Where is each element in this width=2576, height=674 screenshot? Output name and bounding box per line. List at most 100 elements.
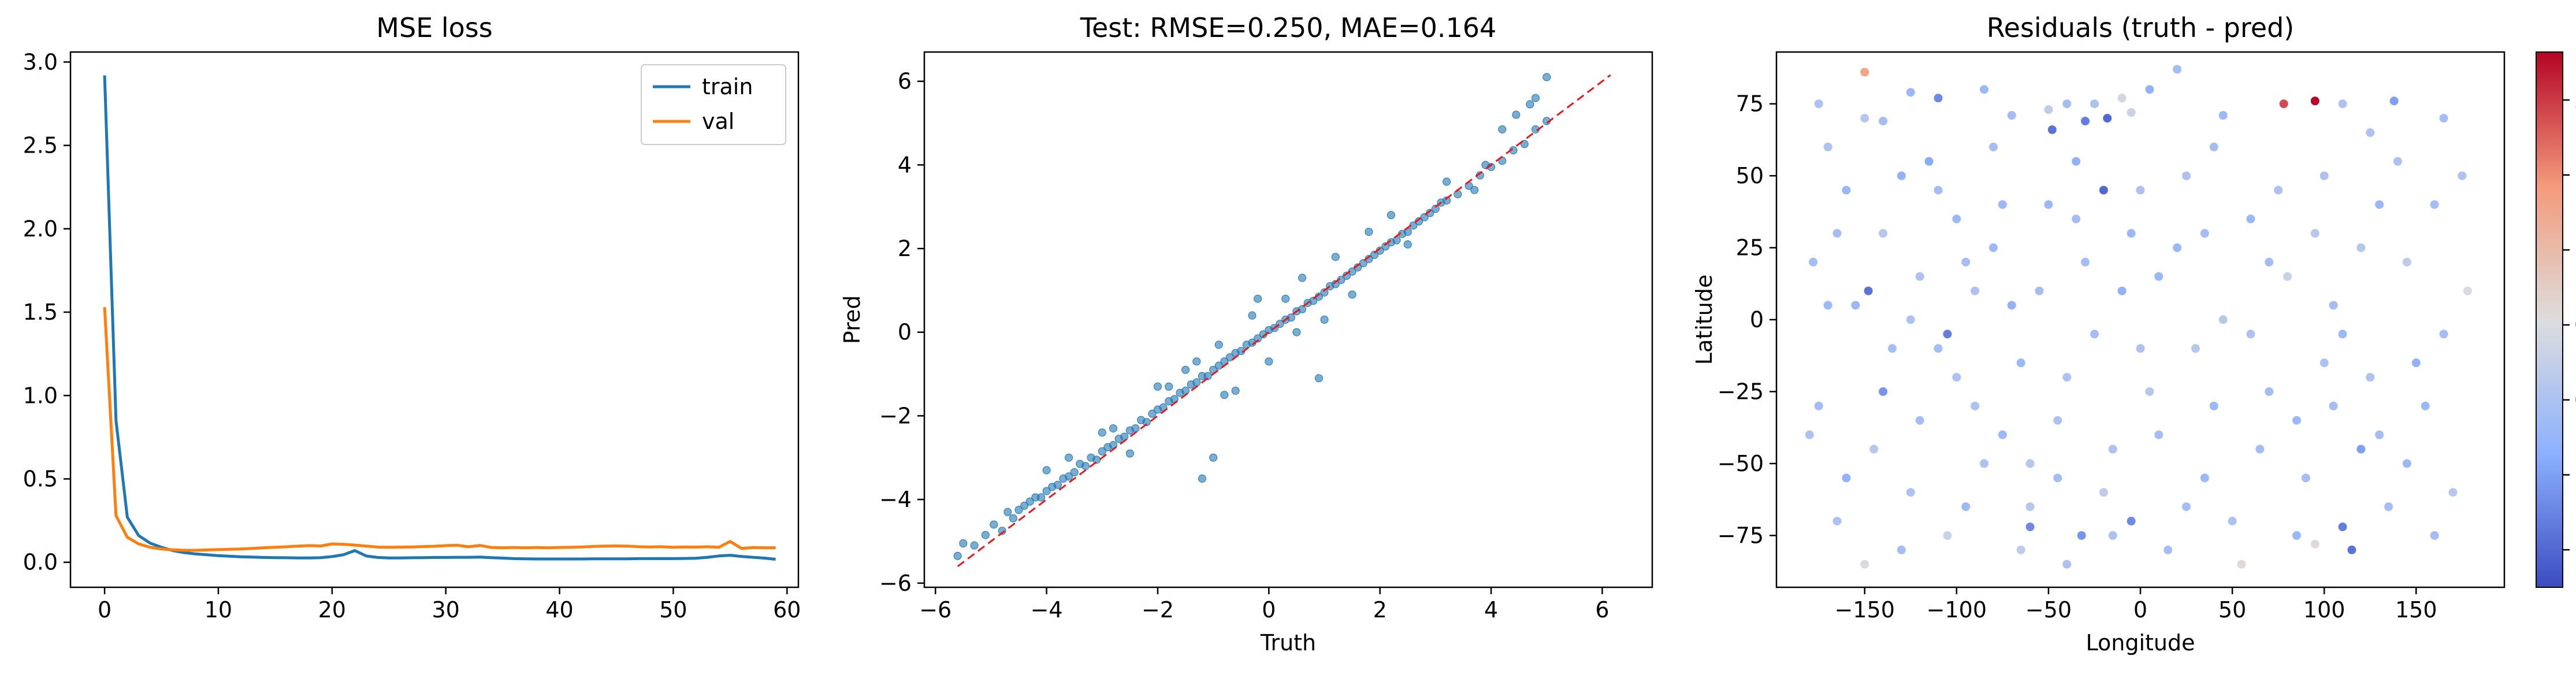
scatter-point bbox=[1292, 328, 1301, 336]
residual-point bbox=[1842, 473, 1851, 483]
y-tick-label: 0.5 bbox=[23, 466, 58, 491]
x-tick-label: −4 bbox=[1031, 597, 1063, 623]
residual-point bbox=[2411, 358, 2421, 368]
colorbar-tick-label: 1.5 bbox=[2574, 162, 2576, 188]
scatter-point bbox=[1181, 365, 1190, 374]
scatter-point bbox=[1065, 453, 1073, 462]
scatter-point bbox=[1020, 501, 1029, 510]
scatter-point bbox=[1109, 424, 1118, 433]
residual-x-label: Longitude bbox=[2086, 630, 2195, 656]
x-tick-label: 100 bbox=[2303, 597, 2345, 623]
residual-point bbox=[2402, 257, 2411, 266]
residual-point bbox=[1805, 430, 1814, 439]
residual-point bbox=[2329, 401, 2338, 410]
scatter-point bbox=[1070, 468, 1079, 477]
residual-point bbox=[2145, 85, 2154, 94]
scatter-point bbox=[1381, 242, 1390, 251]
x-tick-label: 50 bbox=[659, 597, 687, 623]
residual-point bbox=[1860, 560, 1869, 569]
scatter-point bbox=[1443, 177, 1451, 186]
residual-chart-frame bbox=[1775, 51, 2506, 588]
residual-point bbox=[2025, 522, 2035, 531]
residual-point bbox=[2338, 329, 2347, 339]
scatter-point bbox=[1042, 466, 1051, 475]
scatter-point bbox=[1298, 273, 1307, 282]
residual-point bbox=[1897, 171, 1906, 180]
residual-point bbox=[2053, 416, 2062, 425]
scatter-point bbox=[953, 551, 962, 560]
residual-point bbox=[2375, 200, 2384, 209]
residual-point bbox=[2218, 111, 2228, 120]
residual-point bbox=[1879, 229, 1888, 238]
residual-point bbox=[1988, 243, 1998, 253]
residual-point bbox=[2182, 171, 2191, 180]
residual-point bbox=[2182, 502, 2191, 512]
y-tick-label: 0 bbox=[898, 320, 912, 345]
residual-point bbox=[2209, 401, 2218, 410]
residual-point bbox=[2035, 286, 2044, 295]
residual-point bbox=[2173, 65, 2182, 74]
scatter-point bbox=[1314, 374, 1323, 383]
residual-point bbox=[2200, 473, 2209, 483]
scatter-point bbox=[1526, 100, 1534, 109]
scatter-point bbox=[1065, 472, 1073, 481]
x-tick-label: 2 bbox=[1373, 597, 1387, 623]
x-tick-label: 0 bbox=[1262, 597, 1276, 623]
scatter-point bbox=[959, 539, 968, 548]
parity-chart-title: Test: RMSE=0.250, MAE=0.164 bbox=[1080, 12, 1497, 43]
colorbar-tick-label: 0.5 bbox=[2574, 312, 2576, 338]
scatter-point bbox=[1392, 236, 1401, 245]
residual-point bbox=[2430, 200, 2439, 209]
residual-point bbox=[1823, 142, 1832, 151]
scatter-point bbox=[1532, 94, 1540, 102]
residual-point bbox=[2062, 373, 2072, 382]
scatter-point bbox=[1192, 357, 1201, 366]
residual-point bbox=[2081, 257, 2090, 266]
residual-point bbox=[2099, 186, 2108, 195]
residual-point bbox=[2356, 445, 2366, 454]
residual-point bbox=[1906, 488, 1915, 497]
residual-point bbox=[1906, 315, 1915, 324]
residual-point bbox=[2062, 560, 2072, 569]
residual-point bbox=[1814, 401, 1823, 410]
loss-chart-frame bbox=[69, 51, 800, 588]
residual-point bbox=[2319, 171, 2329, 180]
residual-point bbox=[2310, 539, 2319, 549]
residual-point bbox=[1832, 229, 1842, 238]
residual-point bbox=[2338, 522, 2347, 531]
y-tick-label: 0.0 bbox=[23, 550, 58, 575]
residual-point bbox=[1864, 286, 1873, 295]
residual-point bbox=[2448, 488, 2458, 497]
y-tick-label: −75 bbox=[1718, 523, 1764, 548]
y-tick-label: −6 bbox=[879, 571, 912, 596]
scatter-point bbox=[1331, 280, 1340, 288]
residual-point bbox=[1998, 430, 2007, 439]
residual-point bbox=[2389, 97, 2399, 106]
residual-point bbox=[2072, 157, 2081, 166]
scatter-point bbox=[1542, 73, 1551, 82]
residual-point bbox=[1961, 502, 1971, 512]
residual-point bbox=[1971, 401, 1980, 410]
scatter-point bbox=[1192, 378, 1201, 387]
scatter-point bbox=[1081, 462, 1090, 471]
scatter-point bbox=[1331, 253, 1340, 261]
scatter-point bbox=[1009, 514, 1017, 523]
residual-point bbox=[2347, 545, 2356, 554]
y-tick-label: 2.0 bbox=[23, 216, 58, 242]
residual-point bbox=[2062, 99, 2072, 109]
residual-point bbox=[1971, 286, 1980, 295]
scatter-point bbox=[1025, 497, 1034, 506]
residual-point bbox=[2090, 329, 2099, 339]
residual-point bbox=[2279, 99, 2288, 109]
y-tick-label: 0 bbox=[1750, 307, 1764, 332]
residual-point bbox=[2173, 243, 2182, 253]
x-tick-label: 40 bbox=[545, 597, 573, 623]
residual-point bbox=[2301, 473, 2310, 483]
scatter-point bbox=[1042, 487, 1051, 495]
scatter-point bbox=[1014, 506, 1023, 514]
scatter-point bbox=[1092, 455, 1101, 464]
residual-point bbox=[2384, 502, 2393, 512]
residual-point bbox=[1809, 257, 1818, 266]
x-tick-label: 30 bbox=[432, 597, 460, 623]
residual-point bbox=[2310, 229, 2319, 238]
